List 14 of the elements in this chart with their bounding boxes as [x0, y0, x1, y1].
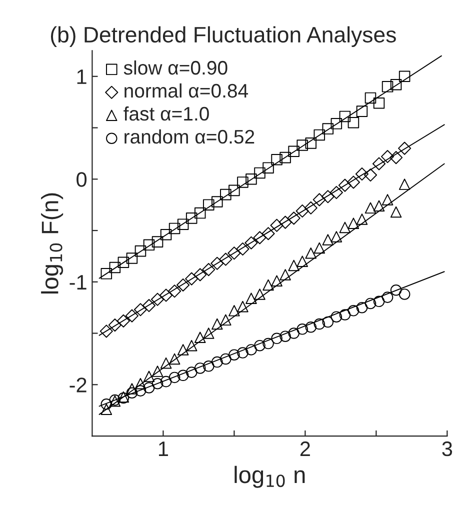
x-tick-label: 1 — [158, 442, 168, 456]
legend-label: random α=0.52 — [124, 129, 254, 144]
x-tick-label: 3 — [442, 441, 452, 456]
y-tick-label: -1 — [70, 275, 86, 290]
chart-title: (b) Detrended Fluctuation Analyses — [50, 26, 396, 47]
y-axis-title: log$_{10}$ F(n) — [41, 193, 64, 294]
y-tick-label: 1 — [77, 70, 86, 84]
x-tick-label: 2 — [300, 441, 310, 456]
x-axis-title: log$_{10}$ n — [234, 466, 305, 488]
legend-label: slow α=0.90 — [124, 60, 228, 75]
legend-label: fast α=1.0 — [124, 106, 209, 121]
y-tick-label: -2 — [70, 378, 86, 392]
y-tick-label: 0 — [76, 172, 87, 187]
legend-label: normal α=0.84 — [124, 83, 248, 98]
